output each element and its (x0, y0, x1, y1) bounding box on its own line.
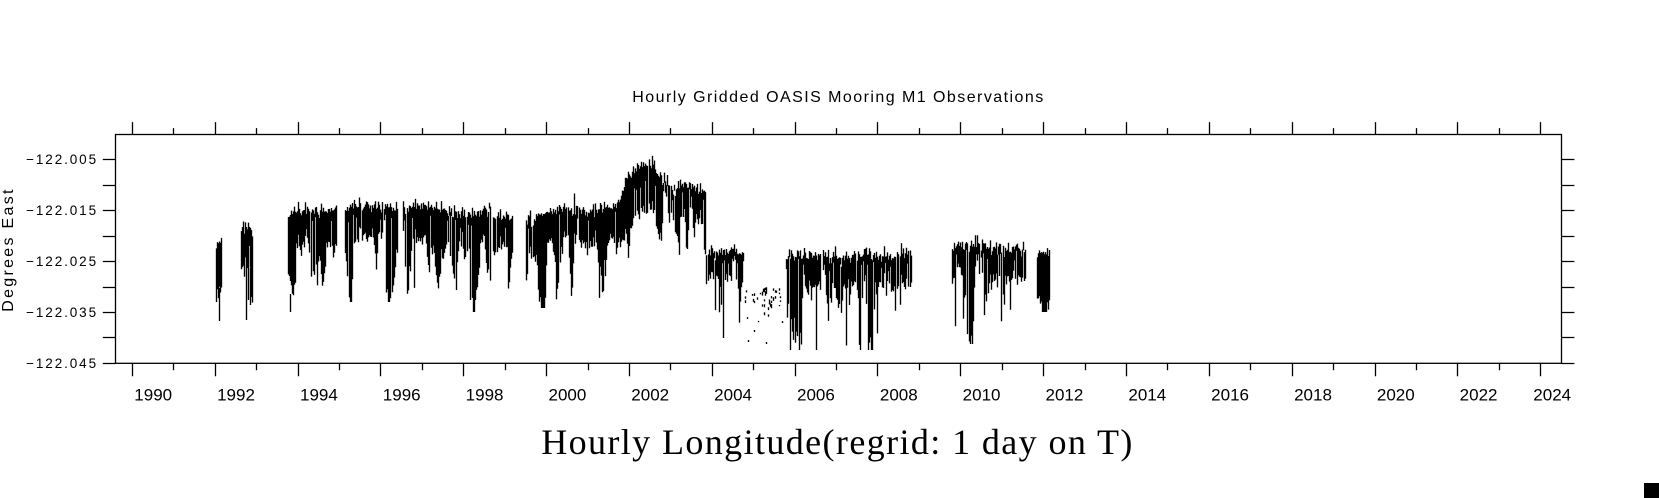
svg-text:−122.035: −122.035 (26, 305, 98, 320)
svg-text:−122.045: −122.045 (26, 356, 98, 371)
svg-text:2018: 2018 (1294, 386, 1332, 405)
svg-text:1994: 1994 (300, 386, 338, 405)
svg-text:1990: 1990 (134, 386, 172, 405)
svg-text:2016: 2016 (1211, 386, 1249, 405)
svg-text:−122.015: −122.015 (26, 203, 98, 218)
svg-text:1992: 1992 (217, 386, 255, 405)
svg-text:2006: 2006 (797, 386, 835, 405)
svg-text:2024: 2024 (1533, 386, 1571, 405)
svg-text:2004: 2004 (714, 386, 752, 405)
svg-text:2022: 2022 (1460, 386, 1498, 405)
svg-text:−122.025: −122.025 (26, 254, 98, 269)
svg-text:−122.005: −122.005 (26, 152, 98, 167)
svg-text:1996: 1996 (383, 386, 421, 405)
svg-text:2012: 2012 (1045, 386, 1083, 405)
svg-text:2008: 2008 (880, 386, 918, 405)
svg-text:2014: 2014 (1128, 386, 1166, 405)
svg-text:Hourly Longitude(regrid: 1 day: Hourly Longitude(regrid: 1 day on T) (541, 422, 1134, 462)
svg-text:1998: 1998 (466, 386, 504, 405)
svg-text:2000: 2000 (548, 386, 586, 405)
svg-text:Hourly Gridded OASIS Mooring M: Hourly Gridded OASIS Mooring M1 Observat… (632, 89, 1044, 106)
svg-text:2010: 2010 (963, 386, 1001, 405)
svg-text:Degrees East: Degrees East (0, 187, 17, 312)
svg-text:2020: 2020 (1377, 386, 1415, 405)
svg-text:2002: 2002 (631, 386, 669, 405)
